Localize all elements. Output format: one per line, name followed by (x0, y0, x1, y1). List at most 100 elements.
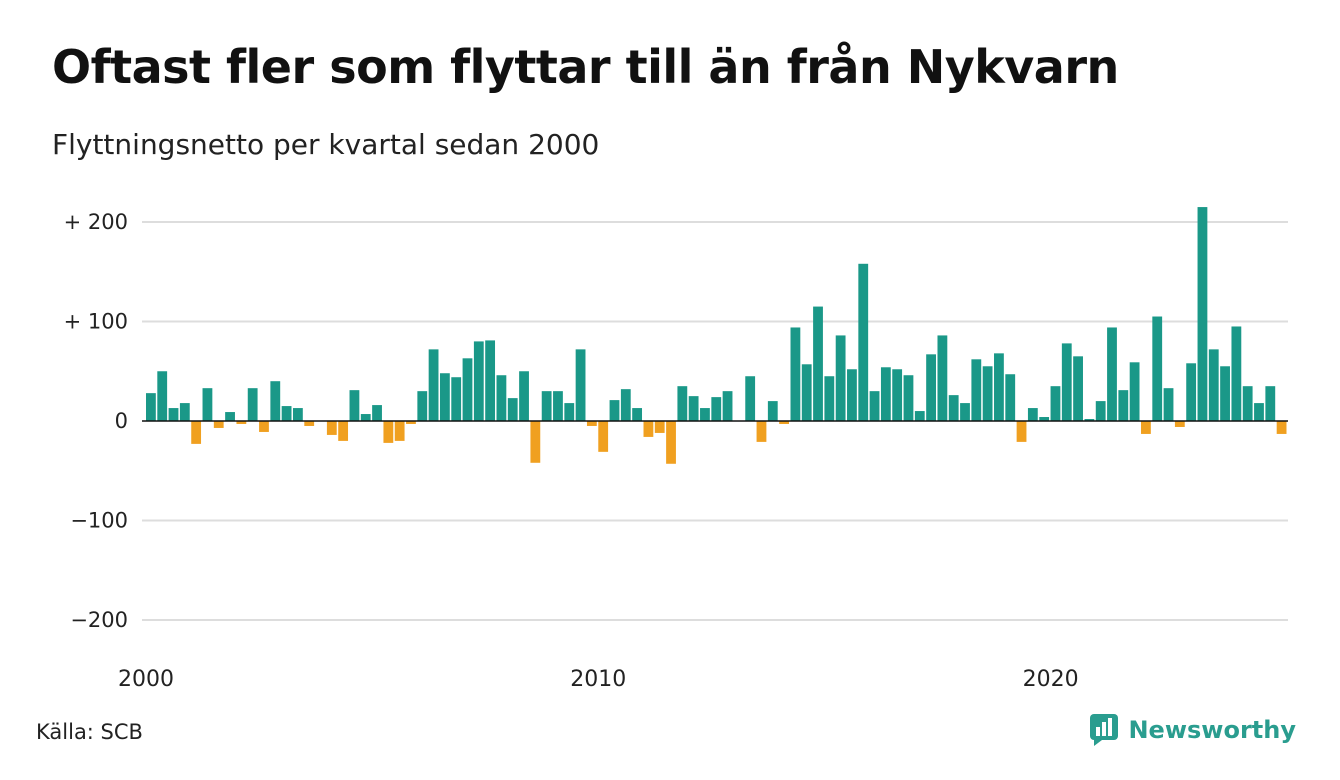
bar-positive (473, 341, 484, 421)
bar-positive (677, 386, 688, 422)
bar-positive (722, 391, 733, 421)
bar-positive (1129, 362, 1140, 421)
bar-positive (1242, 386, 1253, 422)
bars (142, 207, 1288, 464)
bar-positive (439, 373, 450, 421)
bar-positive (688, 396, 699, 422)
bar-negative (530, 421, 541, 463)
bar-positive (349, 390, 360, 421)
bar-positive (948, 395, 959, 421)
bar-positive (168, 408, 179, 421)
bar-positive (1118, 390, 1129, 421)
bar-positive (1005, 374, 1016, 422)
bar-positive (835, 335, 846, 421)
bar-negative (304, 421, 315, 426)
bar-positive (541, 391, 552, 421)
bar-positive (1163, 388, 1174, 422)
bar-negative (1276, 421, 1287, 434)
bar-positive (801, 364, 812, 421)
bar-positive (903, 375, 914, 421)
bar-negative (406, 421, 416, 424)
bar-positive (225, 412, 235, 422)
y-tick-label: −200 (70, 608, 128, 632)
bar-positive (790, 327, 801, 421)
bar-positive (1084, 419, 1095, 421)
bar-positive (982, 366, 993, 421)
bar-negative (394, 421, 405, 441)
x-tick-label: 2020 (1023, 667, 1079, 692)
bar-positive (1107, 327, 1117, 421)
bar-positive (926, 354, 936, 421)
newsworthy-icon (1090, 714, 1119, 746)
bar-positive (1220, 366, 1230, 421)
bar-positive (700, 408, 710, 421)
bar-positive (372, 405, 382, 421)
bar-positive (609, 400, 620, 421)
y-tick-label: 0 (115, 409, 128, 433)
bar-positive (711, 397, 722, 421)
bar-positive (1095, 401, 1106, 421)
bar-positive (880, 367, 891, 421)
brand-logo: Newsworthy (1090, 714, 1296, 746)
chart-subtitle: Flyttningsnetto per kvartal sedan 2000 (52, 128, 600, 161)
bar-positive (507, 398, 518, 422)
bar-positive (1208, 349, 1219, 421)
bar-negative (259, 421, 269, 432)
bar-negative (213, 421, 224, 428)
bar-negative (654, 421, 665, 433)
bar-positive (157, 371, 168, 421)
bar-negative (191, 421, 202, 444)
bar-positive (360, 414, 371, 421)
bar-negative (779, 421, 789, 424)
source-note: Källa: SCB (36, 720, 143, 744)
bar-chart: + 200 + 100 0 −100 −200 2000 2010 2020 (64, 207, 1288, 692)
bar-positive (892, 369, 903, 421)
bar-positive (869, 391, 880, 421)
bar-positive (824, 376, 835, 421)
y-axis-labels: + 200 + 100 0 −100 −200 (64, 210, 128, 632)
bar-positive (767, 401, 778, 421)
y-tick-label: + 200 (64, 210, 128, 234)
bar-negative (666, 421, 676, 464)
bar-negative (383, 421, 394, 443)
bar-positive (553, 391, 563, 421)
chart-title: Oftast fler som flyttar till än från Nyk… (52, 40, 1119, 94)
bar-positive (632, 408, 643, 421)
bar-positive (971, 359, 982, 421)
y-tick-label: −100 (70, 509, 128, 533)
bar-positive (179, 403, 190, 421)
bar-positive (1073, 356, 1083, 421)
bar-negative (326, 421, 337, 435)
bar-positive (1027, 408, 1038, 421)
bar-negative (1141, 421, 1151, 434)
bar-negative (236, 421, 247, 424)
grid-lines (142, 221, 1288, 621)
bar-positive (1186, 363, 1197, 421)
x-tick-label: 2000 (118, 667, 174, 692)
bar-positive (1152, 316, 1163, 421)
bar-positive (960, 403, 970, 421)
bar-negative (756, 421, 767, 442)
bar-positive (292, 408, 303, 421)
bar-positive (496, 375, 507, 421)
bar-positive (462, 358, 473, 421)
bar-positive (575, 349, 586, 421)
x-tick-label: 2010 (570, 667, 626, 692)
bar-positive (847, 369, 857, 421)
bar-positive (146, 393, 156, 421)
bar-positive (858, 263, 869, 421)
bar-positive (451, 377, 462, 421)
bar-positive (745, 376, 756, 421)
bar-positive (247, 388, 258, 422)
bar-positive (994, 353, 1004, 421)
brand-name: Newsworthy (1128, 716, 1296, 744)
bar-negative (1174, 421, 1185, 427)
bar-positive (914, 411, 925, 421)
bar-positive (937, 335, 948, 421)
bar-positive (428, 349, 439, 421)
bar-positive (519, 371, 529, 421)
x-axis-labels: 2000 2010 2020 (118, 667, 1079, 692)
bar-positive (270, 381, 281, 421)
bar-positive (620, 389, 631, 421)
y-tick-label: + 100 (64, 310, 128, 334)
